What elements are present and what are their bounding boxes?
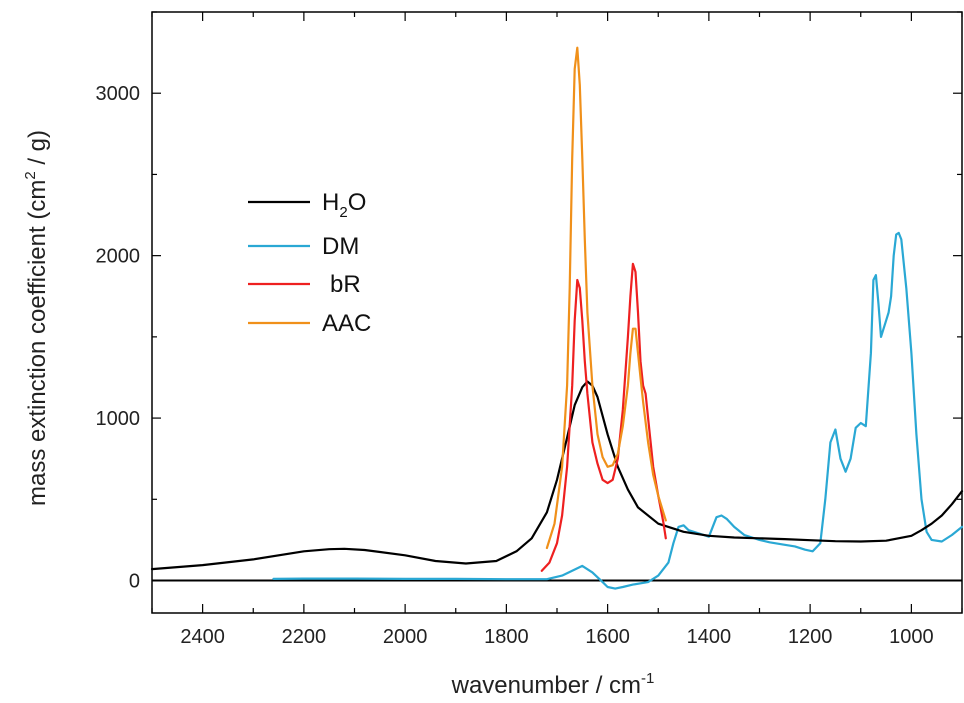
- x-tick-label: 2000: [383, 626, 428, 648]
- x-axis-title-sup: -1: [641, 670, 654, 687]
- x-tick-label: 1000: [889, 626, 934, 648]
- x-tick-label: 1600: [585, 626, 630, 648]
- y-tick-label: 2000: [96, 246, 141, 268]
- plot-frame: [151, 11, 963, 614]
- series-line-dm: [272, 231, 964, 590]
- series-line-br: [540, 262, 667, 572]
- legend-label-h2o-main: H: [322, 189, 339, 216]
- legend-label-dm: DM: [322, 233, 359, 260]
- legend: H2O DM bR AAC: [248, 189, 371, 337]
- axis-ticks: 2400 2200 2000 1800 1600 1400 1200 1000 0 1000 200…: [96, 11, 963, 648]
- y-tick-label: 1000: [96, 408, 141, 430]
- x-tick-label: 2400: [180, 626, 225, 648]
- x-tick-label: 1200: [788, 626, 833, 648]
- y-tick-label: 0: [129, 571, 140, 593]
- legend-item-br: bR: [248, 271, 361, 298]
- y-axis-title: mass extinction coefficient (cm2 / g): [22, 130, 51, 506]
- legend-label-h2o-sub: 2: [339, 204, 347, 221]
- legend-label-aac: AAC: [322, 310, 371, 337]
- legend-item-aac: AAC: [248, 310, 371, 337]
- series-layer: [150, 46, 964, 590]
- x-tick-label: 2200: [282, 626, 327, 648]
- x-axis-title-main: wavenumber / cm: [451, 672, 641, 699]
- legend-label-h2o-tail: O: [348, 189, 367, 216]
- series-line-h2o: [150, 380, 964, 571]
- y-axis-title-sup: 2: [22, 171, 39, 179]
- legend-item-dm: DM: [248, 233, 359, 260]
- y-tick-label: 3000: [96, 83, 141, 105]
- x-tick-label: 1400: [687, 626, 732, 648]
- x-tick-label: 1800: [484, 626, 529, 648]
- y-axis-title-main: mass extinction coefficient (cm: [24, 180, 51, 506]
- legend-label-br: bR: [330, 271, 361, 298]
- x-axis-title: wavenumber / cm-1: [451, 670, 655, 699]
- y-axis-title-tail: / g): [24, 130, 51, 171]
- legend-item-h2o: H2O: [248, 189, 366, 221]
- legend-label-h2o: H2O: [322, 189, 366, 221]
- series-line-aac: [545, 46, 667, 550]
